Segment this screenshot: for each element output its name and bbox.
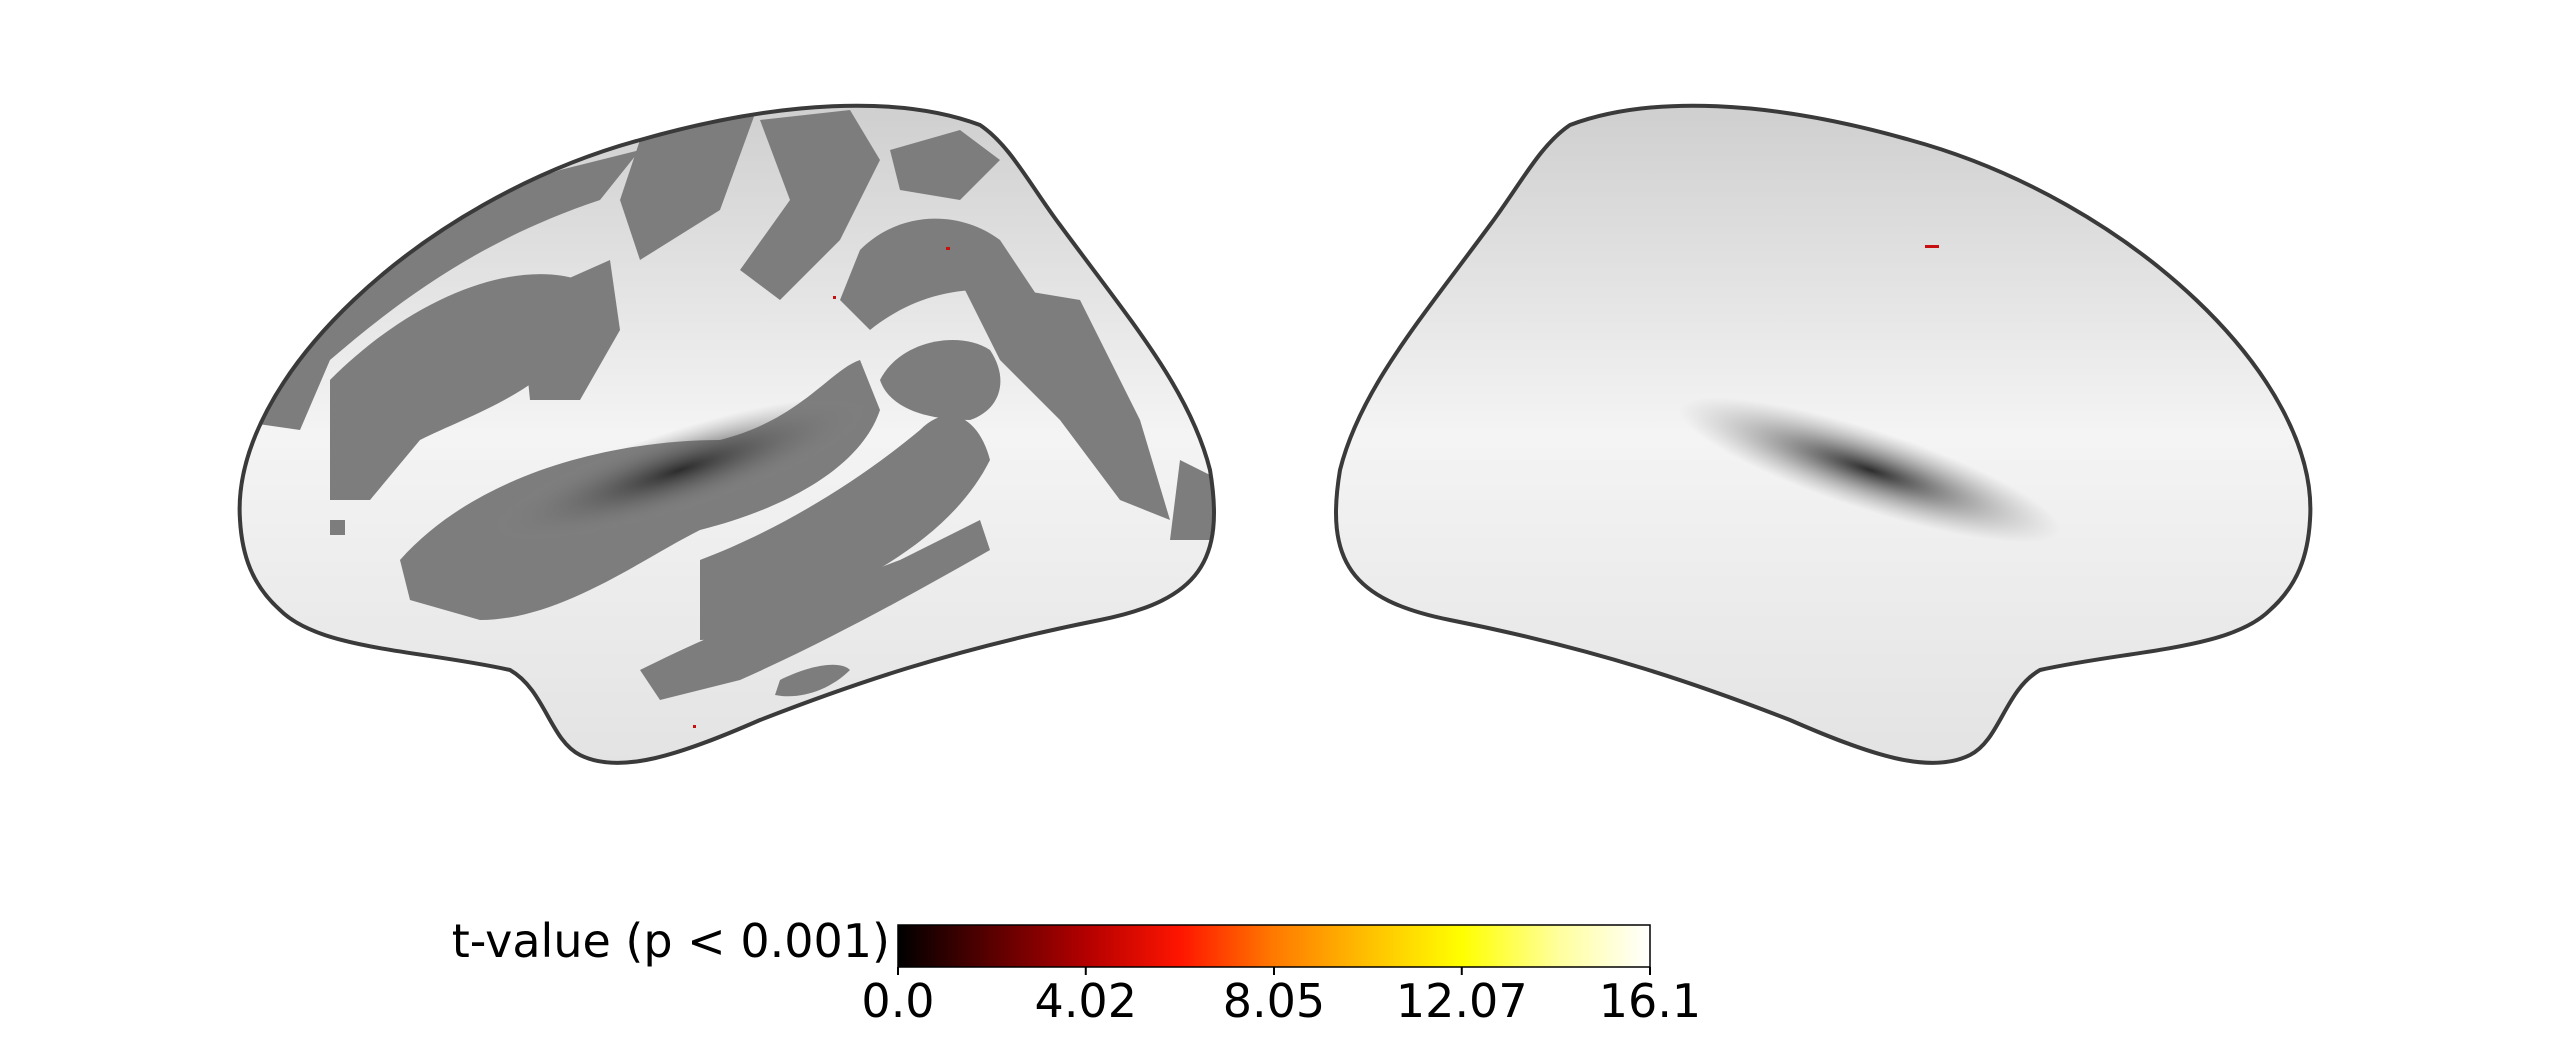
activation-spot [833,296,836,299]
right-hemisphere-outline [1334,103,2313,765]
sulcus-patch [330,520,345,535]
sulcus-patch [520,260,620,400]
colorbar-tick-label: 8.05 [1223,974,1325,1028]
colorbar-gradient [897,924,1651,968]
sulcus-patch [775,664,850,697]
sulcus-patch [740,110,880,300]
sulcus-patch [840,218,1040,330]
sulcus-patch [890,130,1000,200]
colorbar-ticks: 0.0 4.02 8.05 12.07 16.1 [861,967,1701,1028]
sylvian-fissure-shadow [489,397,871,543]
sylvian-fissure-shadow [1679,397,2061,543]
sulcus-patch [960,280,1170,520]
right-hemisphere-surface [1334,103,2313,765]
colorbar-tick-label: 4.02 [1035,974,1137,1028]
sulcus-patch [620,105,760,260]
activation-spot [693,725,696,728]
sulcus-patch [1170,460,1215,540]
sulcus-patch [640,520,990,700]
sulcus-patch [880,340,1001,420]
left-hemisphere-surface [237,103,1216,765]
sulcus-patch [330,274,580,500]
sulcus-patch [239,150,640,430]
activation-spot [946,247,950,250]
colorbar-tick-label: 12.07 [1396,974,1528,1028]
activation-spot [1925,245,1939,248]
colorbar-tick-label: 0.0 [861,974,934,1028]
colorbar-tick-label: 16.1 [1599,974,1701,1028]
colorbar: t-value (p < 0.001) 0.0 4.02 8.05 12.07 16.1 [452,914,1701,1028]
sulcus-patch [700,415,990,640]
colorbar-label: t-value (p < 0.001) [452,914,890,968]
left-hemisphere-outline [237,103,1216,765]
